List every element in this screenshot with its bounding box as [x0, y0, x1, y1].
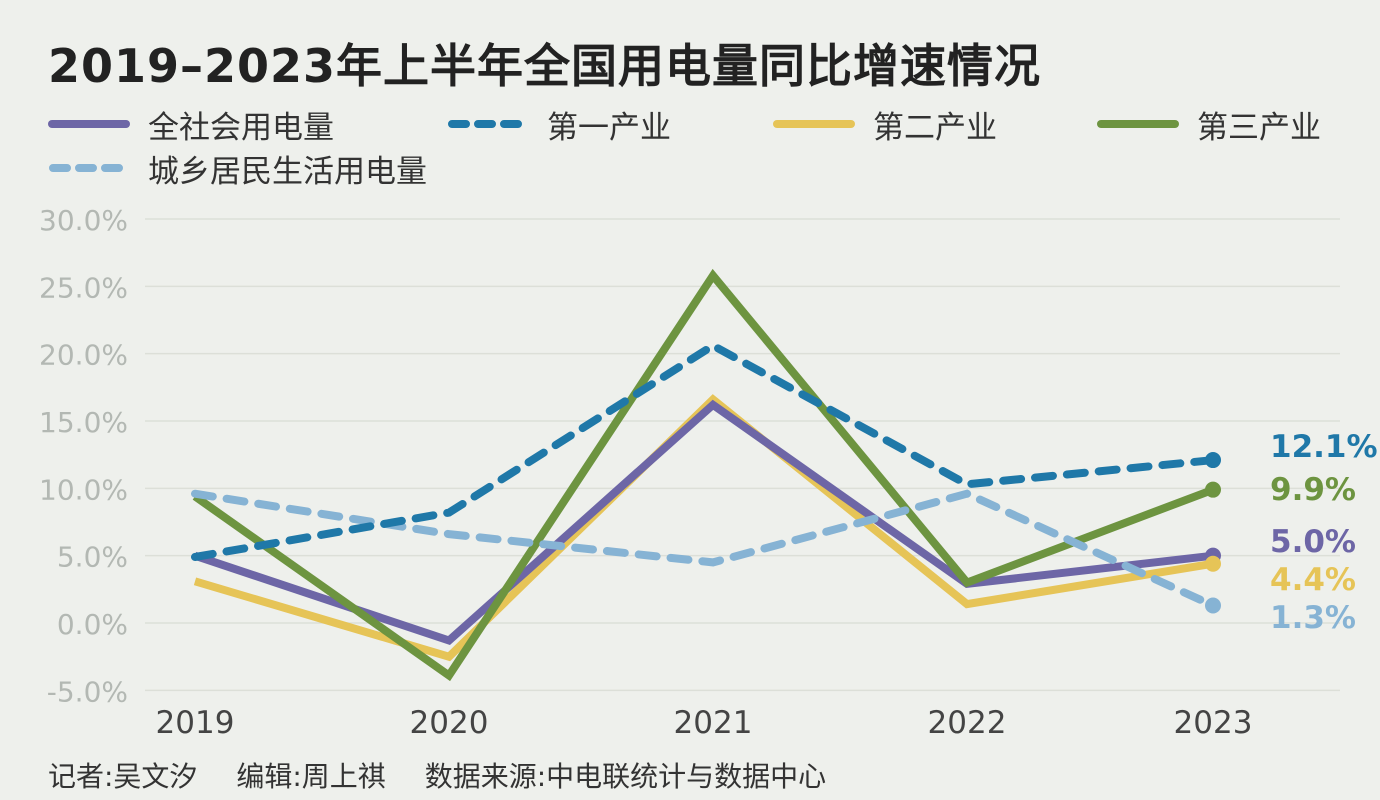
legend-label-primary: 第一产业 — [547, 109, 671, 146]
legend-item-tertiary: 第三产业 — [1097, 106, 1321, 146]
x-tick-label: 2020 — [410, 705, 489, 741]
legend-item-total: 全社会用电量 — [48, 106, 334, 146]
footer-credits: 记者:吴文汐 编辑:周上祺 数据来源:中电联统计与数据中心 — [48, 755, 856, 795]
line-chart: 30.0% 25.0% 20.0% 15.0% 10.0% 5.0% 0.0% -5.0% 20… — [39, 204, 1378, 741]
y-tick-label: -5.0% — [47, 675, 128, 708]
legend-swatch-tertiary — [1097, 120, 1179, 128]
y-tick-label: 15.0% — [39, 406, 128, 439]
data-label-1: 12.1% — [1270, 429, 1378, 465]
legend-swatch-secondary — [773, 120, 855, 128]
series-end-marker-1 — [1205, 452, 1221, 469]
legend-label-total: 全社会用电量 — [148, 109, 334, 146]
legend-swatch-total — [48, 120, 130, 128]
y-tick-label: 20.0% — [39, 339, 128, 372]
series-end-marker-4 — [1205, 597, 1221, 614]
legend-label-tertiary: 第三产业 — [1197, 109, 1321, 146]
legend-swatch-residential — [49, 164, 130, 172]
legend-item-residential: 城乡居民生活用电量 — [48, 150, 427, 190]
series-line-4 — [191, 489, 1217, 610]
legend-swatch-primary — [448, 120, 529, 128]
footer-reporter: 记者:吴文汐 — [48, 760, 198, 793]
legend-item-secondary: 第二产业 — [773, 106, 997, 146]
series-line-1 — [191, 340, 1217, 561]
y-tick-label: 10.0% — [39, 473, 128, 506]
footer-editor: 编辑:周上祺 — [236, 760, 386, 793]
chart-title: 2019–2023年上半年全国用电量同比增速情况 — [48, 39, 1042, 93]
x-tick-label: 2019 — [156, 705, 235, 741]
y-tick-label: 0.0% — [57, 608, 128, 641]
series-line-2 — [193, 394, 1214, 662]
y-tick-label: 30.0% — [39, 204, 128, 237]
legend-item-primary: 第一产业 — [447, 106, 671, 146]
data-label-3: 9.9% — [1270, 472, 1356, 508]
data-label-0: 5.0% — [1270, 524, 1356, 560]
x-tick-label: 2022 — [928, 705, 1007, 741]
series-end-marker-2 — [1205, 555, 1221, 572]
x-tick-label: 2021 — [674, 705, 753, 741]
series-end-marker-3 — [1205, 481, 1221, 498]
y-tick-label: 5.0% — [57, 541, 128, 574]
legend-label-residential: 城乡居民生活用电量 — [148, 153, 427, 190]
series-line-3 — [192, 268, 1215, 682]
x-tick-label: 2023 — [1174, 705, 1253, 741]
y-tick-label: 25.0% — [39, 271, 128, 304]
legend-label-secondary: 第二产业 — [873, 109, 997, 146]
data-label-4: 1.3% — [1270, 600, 1356, 636]
footer-source: 数据来源:中电联统计与数据中心 — [424, 760, 827, 793]
data-label-2: 4.4% — [1270, 562, 1356, 598]
